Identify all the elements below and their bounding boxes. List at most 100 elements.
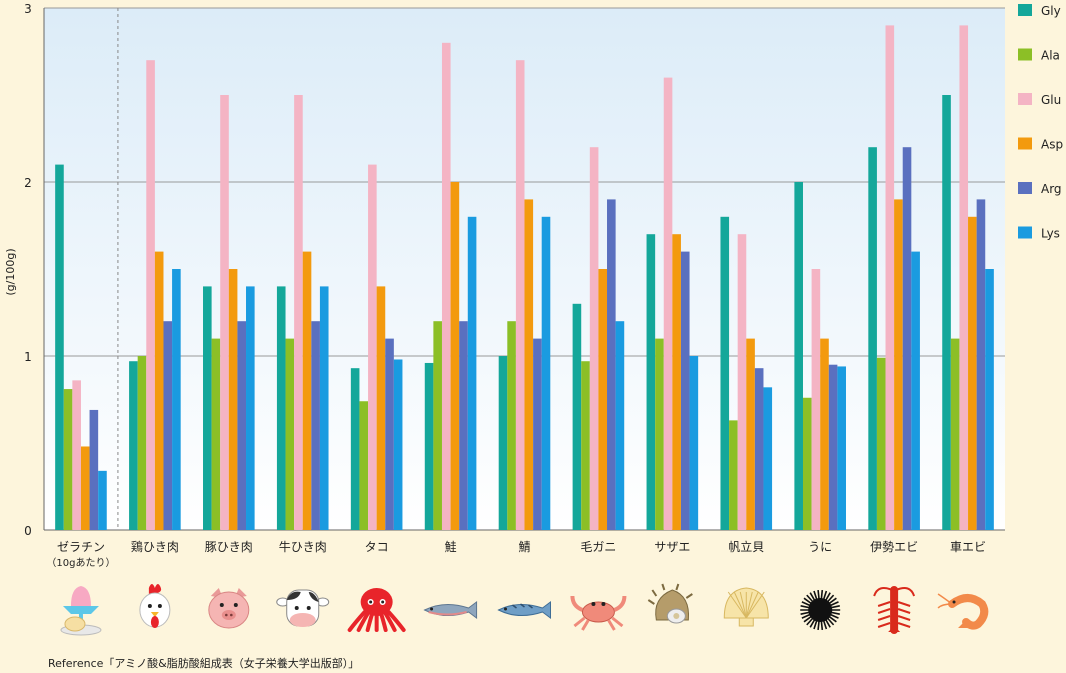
bar-gly bbox=[498, 356, 508, 530]
cow-icon bbox=[276, 589, 330, 627]
bar-ala bbox=[802, 397, 812, 530]
bar-gly bbox=[794, 182, 803, 530]
legend-label-ala: Ala bbox=[1041, 49, 1060, 63]
legend-label-gly: Gly bbox=[1041, 4, 1061, 18]
bar-gly bbox=[203, 286, 212, 530]
bar-ala bbox=[950, 338, 960, 530]
bar-lys bbox=[393, 359, 403, 530]
bar-ala bbox=[137, 356, 147, 530]
x-tick-label: 牛ひき肉 bbox=[279, 539, 327, 554]
spiny-lobster-icon bbox=[873, 586, 916, 634]
octopus-icon bbox=[347, 588, 406, 632]
sea-urchin-icon bbox=[800, 590, 841, 630]
bar-glu bbox=[220, 95, 229, 530]
bar-arg bbox=[89, 409, 99, 530]
y-axis-label: (g/100g) bbox=[4, 248, 17, 295]
bar-arg bbox=[533, 338, 542, 530]
bar-gly bbox=[350, 368, 360, 530]
x-tick-label: 毛ガニ bbox=[580, 540, 616, 554]
y-tick-label: 2 bbox=[24, 176, 32, 190]
legend-swatch-glu bbox=[1018, 93, 1032, 105]
y-tick-label: 0 bbox=[24, 524, 32, 538]
x-tick-label: 鯖 bbox=[518, 540, 530, 554]
bar-arg bbox=[680, 251, 690, 530]
bar-asp bbox=[228, 269, 238, 530]
bar-gly bbox=[129, 361, 138, 530]
legend-label-arg: Arg bbox=[1041, 182, 1062, 196]
x-tick-label: 伊勢エビ bbox=[870, 539, 918, 554]
bar-glu bbox=[885, 25, 895, 531]
bar-gly bbox=[55, 164, 64, 530]
chicken-icon bbox=[139, 584, 171, 628]
bar-lys bbox=[246, 286, 255, 530]
bar-glu bbox=[515, 60, 525, 530]
bar-gly bbox=[942, 95, 951, 530]
bar-glu bbox=[663, 77, 673, 530]
bar-arg bbox=[459, 321, 468, 530]
bar-ala bbox=[655, 338, 664, 530]
bar-arg bbox=[385, 338, 394, 530]
bar-gly bbox=[276, 286, 286, 530]
bar-ala bbox=[581, 361, 590, 530]
salmon-icon bbox=[423, 601, 478, 619]
pig-icon bbox=[208, 588, 250, 629]
bar-asp bbox=[672, 234, 681, 530]
legend-label-lys: Lys bbox=[1041, 227, 1060, 241]
bar-asp bbox=[302, 251, 312, 530]
legend-swatch-gly bbox=[1018, 4, 1032, 16]
bar-lys bbox=[763, 387, 773, 530]
y-tick-label: 1 bbox=[24, 350, 32, 364]
reference-note: Reference「アミノ酸&脂肪酸組成表（女子栄養大学出版部）」 bbox=[48, 656, 359, 670]
legend-swatch-asp bbox=[1018, 137, 1032, 150]
bar-ala bbox=[211, 338, 221, 530]
bar-glu bbox=[441, 42, 451, 531]
bar-glu bbox=[737, 234, 747, 530]
bar-lys bbox=[172, 269, 181, 530]
bar-glu bbox=[811, 269, 821, 530]
bar-lys bbox=[98, 470, 107, 530]
x-tick-label: 鮭 bbox=[445, 539, 457, 554]
x-tick-label: 鶏ひき肉 bbox=[131, 540, 179, 554]
gelatin-dessert-icon bbox=[60, 586, 102, 636]
bar-glu bbox=[72, 380, 81, 530]
bar-lys bbox=[689, 356, 699, 530]
x-tick-label: うに bbox=[808, 540, 832, 554]
bar-arg bbox=[902, 147, 912, 530]
bar-asp bbox=[80, 446, 90, 530]
bar-arg bbox=[163, 321, 173, 530]
bar-lys bbox=[615, 321, 625, 530]
legend-swatch-ala bbox=[1018, 48, 1032, 61]
bar-arg bbox=[828, 364, 838, 530]
bar-ala bbox=[359, 401, 369, 530]
bar-asp bbox=[376, 286, 386, 530]
bar-asp bbox=[450, 182, 460, 530]
scallop-icon bbox=[723, 587, 769, 627]
bar-lys bbox=[319, 286, 329, 530]
prawn-icon bbox=[937, 593, 989, 630]
bar-gly bbox=[720, 216, 730, 531]
bar-ala bbox=[285, 338, 295, 530]
bar-asp bbox=[894, 199, 903, 530]
bar-lys bbox=[837, 366, 846, 530]
bar-asp bbox=[524, 199, 534, 530]
bar-gly bbox=[868, 147, 877, 530]
bar-glu bbox=[589, 147, 599, 530]
bar-arg bbox=[237, 321, 247, 530]
bar-gly bbox=[646, 234, 656, 530]
bar-gly bbox=[572, 303, 582, 530]
x-tick-label: 豚ひき肉 bbox=[205, 540, 253, 554]
y-tick-label: 3 bbox=[24, 2, 32, 16]
legend-label-asp: Asp bbox=[1041, 138, 1063, 152]
bar-gly bbox=[424, 362, 434, 530]
turban-shell-icon bbox=[647, 583, 693, 624]
x-tick-sublabel: （10gあたり） bbox=[46, 557, 115, 569]
bar-asp bbox=[746, 338, 755, 530]
crab-icon bbox=[570, 595, 627, 631]
bar-lys bbox=[541, 216, 551, 531]
bar-ala bbox=[63, 389, 73, 530]
bar-lys bbox=[985, 269, 994, 530]
bar-asp bbox=[820, 338, 829, 530]
bar-ala bbox=[433, 321, 442, 530]
bar-glu bbox=[959, 25, 969, 531]
